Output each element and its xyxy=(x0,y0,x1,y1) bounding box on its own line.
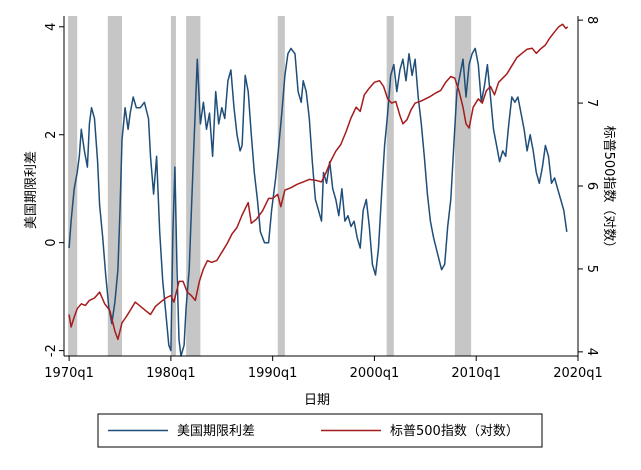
y-left-tick-label-0: -2 xyxy=(44,344,59,357)
x-axis-title: 日期 xyxy=(304,393,330,408)
recession-band-2 xyxy=(170,16,176,356)
legend-box xyxy=(97,413,543,448)
x-tick-label-1: 1980q1 xyxy=(146,366,196,381)
series-line-spread xyxy=(68,47,568,357)
series-lines xyxy=(68,23,569,357)
x-tick-label-0: 1970q1 xyxy=(44,366,94,381)
x-tick-label-3: 2000q1 xyxy=(350,366,400,381)
y-right-axis-title: 标普500指数（对数） xyxy=(601,126,616,255)
legend-label-sp500: 标普500指数（对数） xyxy=(390,424,519,439)
recession-band-0 xyxy=(68,16,78,356)
y-left-tick-label-3: 4 xyxy=(44,23,59,31)
x-tick-label-2: 1990q1 xyxy=(248,366,298,381)
recession-bands xyxy=(68,16,472,356)
legend-label-spread: 美国期限利差 xyxy=(177,424,255,439)
y-right-tick-label-2: 6 xyxy=(584,182,599,190)
y-left-tick-label-2: 2 xyxy=(44,131,59,139)
y-right-tick-label-0: 4 xyxy=(584,348,599,356)
x-tick-label-4: 2010q1 xyxy=(451,366,501,381)
axes: 1970q1 1980q1 1990q1 2000q1 2010q1 2020q1 -2 0 2… xyxy=(44,16,603,381)
axis-labels: 日期 美国期限利差 标普500指数（对数） xyxy=(24,126,616,408)
recession-band-5 xyxy=(386,16,394,356)
y-right-tick-label-1: 5 xyxy=(584,265,599,273)
y-left-tick-label-1: 0 xyxy=(44,239,59,247)
series-line-sp500 xyxy=(68,23,569,341)
y-right-tick-label-3: 7 xyxy=(584,99,599,107)
recession-band-6 xyxy=(454,16,472,356)
y-left-axis-title: 美国期限利差 xyxy=(24,151,39,229)
y-right-tick-label-4: 8 xyxy=(584,16,599,24)
legend: 美国期限利差 标普500指数（对数） xyxy=(97,413,543,448)
x-tick-label-5: 2020q1 xyxy=(553,366,603,381)
recession-band-4 xyxy=(277,16,285,356)
